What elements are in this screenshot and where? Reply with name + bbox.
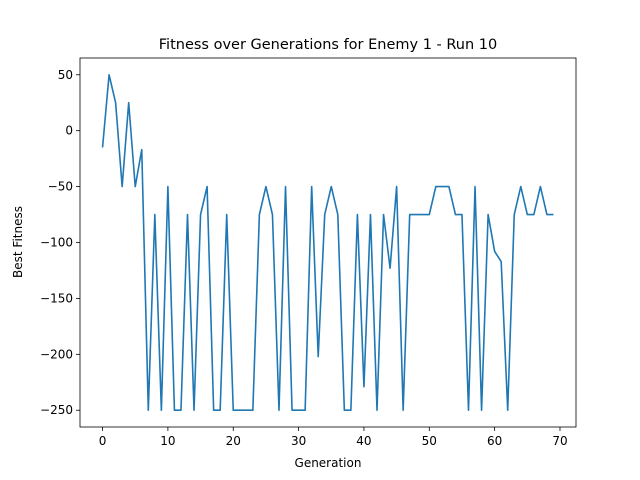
y-tick-label: 50 xyxy=(58,68,73,82)
x-tick-label: 60 xyxy=(487,434,502,448)
x-tick-label: 20 xyxy=(226,434,241,448)
plot-area xyxy=(101,73,554,412)
y-axis-ticks: 50 0 −50 −100 −150 −200 −250 xyxy=(40,68,80,417)
x-tick-label: 50 xyxy=(422,434,437,448)
y-tick-label: −100 xyxy=(40,236,73,250)
y-tick-label: −250 xyxy=(40,403,73,417)
series-line-best-fitness xyxy=(101,73,554,412)
y-tick-label: 0 xyxy=(65,124,73,138)
x-axis-ticks: 0 10 20 30 40 50 60 70 xyxy=(99,427,568,448)
chart-title: Fitness over Generations for Enemy 1 - R… xyxy=(159,37,498,53)
y-tick-label: −200 xyxy=(40,347,73,361)
x-tick-label: 30 xyxy=(291,434,306,448)
y-tick-label: −50 xyxy=(48,180,73,194)
x-axis-label: Generation xyxy=(295,456,362,470)
x-tick-label: 70 xyxy=(552,434,567,448)
x-tick-label: 0 xyxy=(99,434,107,448)
x-tick-label: 40 xyxy=(356,434,371,448)
x-tick-label: 10 xyxy=(160,434,175,448)
y-axis-label: Best Fitness xyxy=(11,206,25,278)
y-tick-label: −150 xyxy=(40,291,73,305)
plot-frame xyxy=(79,57,577,428)
